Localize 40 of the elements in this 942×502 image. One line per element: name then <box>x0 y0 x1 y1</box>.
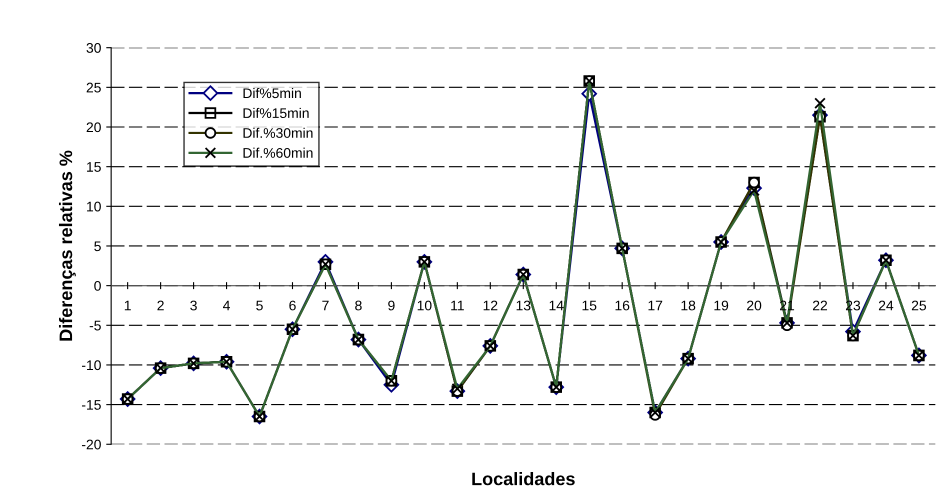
y-tick-label: -5 <box>90 320 101 330</box>
x-tick-label: 9 <box>388 300 395 310</box>
x-tick-label: 3 <box>190 300 197 310</box>
y-tick-label: 15 <box>87 162 101 172</box>
legend-label: Dif.%60min <box>244 148 312 158</box>
x-tick-label: 6 <box>289 300 296 310</box>
legend-label: Dif%15min <box>244 108 309 118</box>
x-tick-label: 8 <box>355 300 362 310</box>
y-tick-label: -10 <box>82 360 101 370</box>
x-tick-label: 11 <box>451 300 464 310</box>
x-tick-label: 15 <box>582 300 596 310</box>
x-tick-label: 7 <box>322 300 329 310</box>
x-tick-label: 13 <box>516 300 530 310</box>
x-tick-label: 12 <box>484 300 498 310</box>
y-tick-label: 0 <box>94 280 101 291</box>
legend-label: Dif%5min <box>244 88 301 98</box>
y-tick-label: -20 <box>82 440 101 450</box>
y-tick-label: 10 <box>87 202 101 212</box>
x-tick-label: 1 <box>124 300 131 310</box>
x-tick-label: 19 <box>714 300 728 310</box>
y-tick-label: 25 <box>86 82 101 93</box>
x-tick-label: 16 <box>616 300 630 310</box>
x-axis-title: Localidades <box>472 472 575 486</box>
x-tick-label: 25 <box>912 300 926 310</box>
x-tick-label: 5 <box>256 300 263 310</box>
y-tick-label: 5 <box>94 241 101 252</box>
x-tick-label: 17 <box>648 300 662 310</box>
y-tick-label: -15 <box>82 400 101 410</box>
legend-label: Dif.%30min <box>244 128 312 138</box>
y-tick-label: 20 <box>86 122 101 132</box>
y-axis-title: Diferenças relativas % <box>58 150 76 341</box>
x-tick-label: 20 <box>747 300 762 310</box>
x-tick-label: 24 <box>878 300 894 310</box>
x-tick-label: 2 <box>157 300 164 310</box>
x-tick-label: 18 <box>681 300 696 310</box>
x-tick-label: 22 <box>812 300 828 310</box>
x-tick-label: 4 <box>223 300 230 310</box>
y-tick-label: 30 <box>86 43 101 53</box>
x-tick-label: 14 <box>550 300 564 310</box>
x-tick-label: 10 <box>418 300 432 310</box>
